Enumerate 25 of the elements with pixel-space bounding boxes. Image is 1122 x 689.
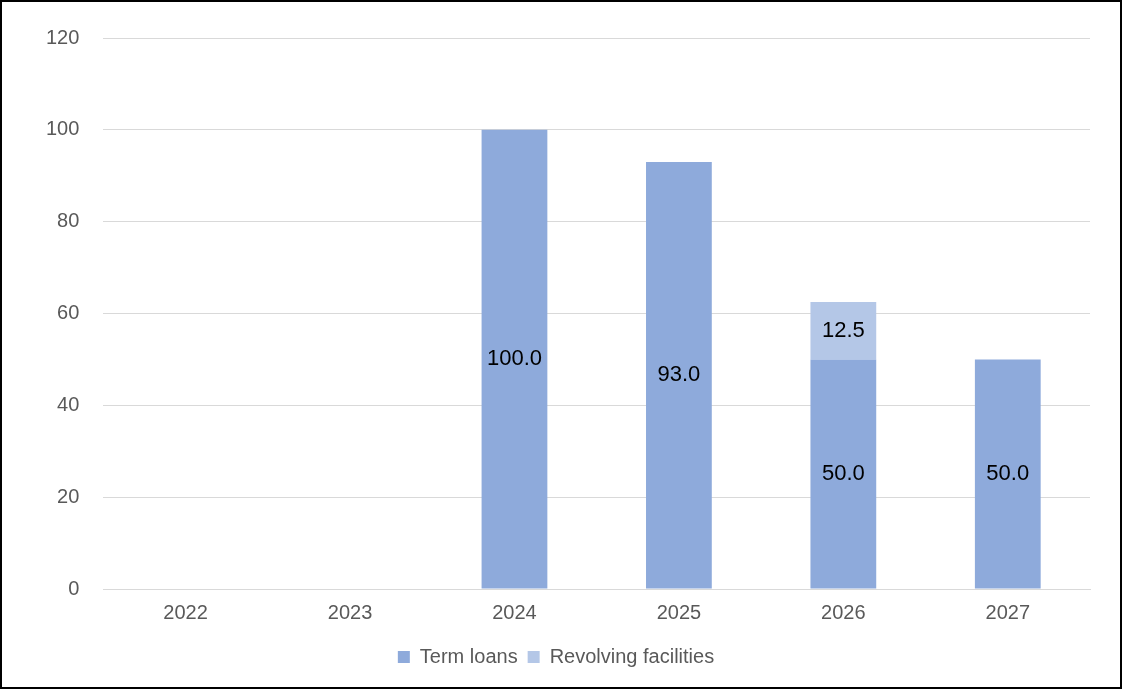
bar	[481, 129, 548, 589]
y-tick-label: 100	[45, 117, 80, 140]
y-tick-label: 20	[57, 484, 80, 507]
x-tick-label: 2024	[492, 600, 537, 623]
data-label: 100.0	[486, 345, 542, 371]
y-tick-label: 120	[45, 25, 80, 48]
x-tick-label: 2023	[327, 600, 373, 623]
data-label: 12.5	[821, 316, 865, 342]
legend-label: Revolving facilities	[549, 644, 715, 667]
y-tick-label: 0	[68, 576, 80, 599]
bar	[810, 302, 877, 360]
y-tick-label: 80	[57, 209, 80, 232]
data-label: 93.0	[657, 361, 701, 387]
data-label: 50.0	[821, 460, 865, 486]
bar	[974, 359, 1041, 589]
y-tick-label: 60	[57, 301, 80, 324]
x-tick-label: 2022	[163, 600, 208, 623]
bar	[646, 161, 712, 589]
x-tick-label: 2026	[821, 600, 866, 623]
bar	[810, 359, 877, 589]
x-tick-label: 2025	[656, 600, 702, 623]
legend-label: Term loans	[419, 644, 518, 667]
data-label: 50.0	[986, 460, 1030, 486]
x-tick-label: 2027	[985, 600, 1031, 623]
y-tick-label: 40	[57, 392, 80, 415]
